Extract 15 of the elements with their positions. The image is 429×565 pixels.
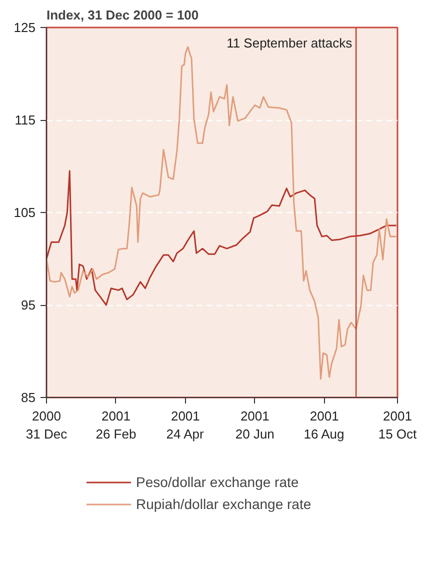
legend-label: Rupiah/dollar exchange rate bbox=[136, 496, 312, 512]
x-tick-label: 2001 16 Aug bbox=[304, 408, 344, 442]
x-tick-label: 2001 15 Oct bbox=[378, 408, 418, 442]
ref-line-label: 11 September attacks bbox=[226, 36, 353, 50]
x-tick-label: 2001 24 Apr bbox=[166, 408, 205, 442]
y-tick-label: 85 bbox=[21, 390, 36, 405]
chart-title: Index, 31 Dec 2000 = 100 bbox=[46, 8, 199, 22]
x-tick-label: 2001 20 Jun bbox=[235, 408, 274, 442]
y-tick-label: 115 bbox=[14, 112, 36, 128]
legend-label: Peso/dollar exchange rate bbox=[136, 474, 299, 490]
y-tick-label: 95 bbox=[21, 298, 36, 312]
y-tick-label: 105 bbox=[14, 205, 36, 220]
x-tick-label: 2000 31 Dec bbox=[26, 408, 68, 442]
x-tick-label: 2001 26 Feb bbox=[96, 408, 136, 442]
y-tick-label: 125 bbox=[14, 20, 36, 35]
